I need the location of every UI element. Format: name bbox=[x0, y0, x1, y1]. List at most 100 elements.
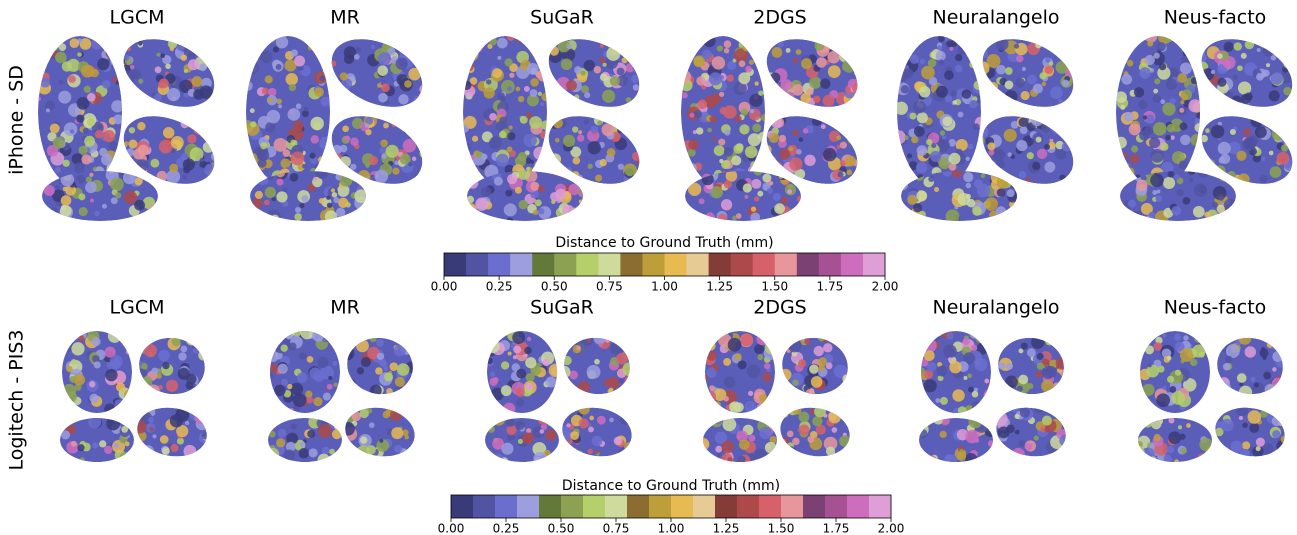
method-title: Neuralangelo bbox=[932, 7, 1059, 29]
mesh-patch bbox=[1162, 102, 1175, 115]
mesh-patch bbox=[138, 145, 149, 156]
mesh-patch bbox=[501, 361, 509, 369]
mesh-patch bbox=[754, 196, 759, 201]
mesh-patch bbox=[1270, 166, 1282, 178]
mesh-patch bbox=[1031, 114, 1043, 126]
mesh-patch bbox=[489, 37, 497, 45]
mesh-patch bbox=[1157, 42, 1166, 51]
mesh-patch bbox=[1180, 100, 1184, 104]
mesh-patch bbox=[1243, 128, 1251, 136]
mesh-patch bbox=[1272, 39, 1285, 52]
mesh-patch bbox=[1123, 172, 1133, 182]
mesh-patch bbox=[283, 415, 289, 421]
mesh-patch bbox=[1016, 55, 1023, 62]
mesh-patch bbox=[313, 177, 317, 181]
mesh-patch bbox=[1269, 151, 1274, 156]
mesh-patch bbox=[332, 192, 338, 198]
mesh-patch bbox=[320, 97, 330, 107]
mesh-patch bbox=[331, 188, 335, 192]
mesh-patch bbox=[723, 358, 731, 366]
colorbar-tick-label: 1.00 bbox=[651, 280, 678, 294]
mesh bbox=[892, 31, 986, 192]
mesh-patch bbox=[381, 84, 390, 93]
mesh-patch bbox=[422, 78, 427, 83]
mesh-patch bbox=[622, 383, 627, 388]
mesh-patch bbox=[55, 42, 59, 46]
mesh-patch bbox=[404, 414, 410, 420]
mesh-patch bbox=[458, 40, 469, 51]
mesh-patch bbox=[578, 130, 582, 134]
mesh-patch bbox=[308, 45, 313, 50]
mesh-patch bbox=[762, 145, 772, 155]
mesh-patch bbox=[976, 407, 986, 417]
mesh-patch bbox=[290, 140, 295, 145]
colorbar-tick-label: 2.00 bbox=[872, 280, 899, 294]
mesh bbox=[113, 26, 225, 121]
mesh-patch bbox=[1042, 415, 1052, 425]
mesh-patch bbox=[1242, 441, 1250, 449]
mesh-patch bbox=[62, 61, 72, 71]
mesh-patch bbox=[961, 36, 970, 45]
mesh-patch bbox=[1073, 122, 1077, 126]
mesh-patch bbox=[758, 37, 766, 45]
mesh bbox=[1138, 328, 1215, 414]
mesh-patch bbox=[328, 90, 339, 101]
mesh-patch bbox=[1005, 67, 1013, 75]
mesh-patch bbox=[997, 188, 1005, 196]
mesh-patch bbox=[577, 215, 587, 225]
mesh-patch bbox=[919, 211, 926, 218]
mesh-patch bbox=[496, 154, 509, 167]
mesh-patch bbox=[386, 145, 399, 158]
mesh-patch bbox=[47, 46, 52, 51]
mesh-patch bbox=[577, 175, 583, 181]
mesh-patch bbox=[619, 122, 629, 132]
mesh-patch bbox=[967, 374, 972, 379]
mesh-patch bbox=[934, 187, 939, 192]
mesh-patch bbox=[278, 429, 287, 438]
mesh-patch bbox=[61, 430, 70, 439]
mesh-patch bbox=[1139, 130, 1149, 140]
mesh-patch bbox=[945, 95, 952, 102]
mesh-patch bbox=[1154, 434, 1161, 441]
mesh-patch bbox=[505, 190, 512, 197]
mesh-patch bbox=[1214, 170, 1218, 174]
mesh-patch bbox=[358, 170, 371, 183]
mesh-patch bbox=[284, 458, 289, 463]
mesh-patch bbox=[966, 157, 970, 161]
colorbar-segment bbox=[466, 253, 489, 276]
mesh-patch bbox=[709, 72, 722, 85]
mesh-patch bbox=[140, 449, 154, 463]
mesh-patch bbox=[724, 40, 732, 48]
mesh-patch bbox=[1225, 213, 1236, 224]
mesh-patch bbox=[278, 364, 288, 374]
mesh-patch bbox=[566, 80, 577, 91]
mesh-patch bbox=[1204, 396, 1209, 401]
mesh-patch bbox=[789, 147, 794, 152]
mesh-patch bbox=[125, 458, 133, 466]
mesh-patch bbox=[264, 31, 276, 43]
mesh-patch bbox=[160, 53, 165, 58]
mesh-patch bbox=[294, 56, 305, 67]
mesh-patch bbox=[926, 139, 932, 145]
mesh-patch bbox=[774, 203, 785, 214]
mesh-patch bbox=[1135, 217, 1142, 224]
mesh-patch bbox=[561, 449, 570, 458]
mesh-patch bbox=[476, 151, 482, 157]
mesh-patch bbox=[703, 408, 708, 413]
mesh-patch bbox=[769, 133, 779, 143]
method-title: MR bbox=[330, 7, 360, 29]
mesh-patch bbox=[1027, 383, 1033, 389]
mesh-patch bbox=[962, 338, 969, 345]
colorbar-tick-label: 1.25 bbox=[706, 280, 733, 294]
mesh-patch bbox=[1212, 383, 1224, 395]
mesh-patch bbox=[540, 429, 545, 434]
mesh-patch bbox=[847, 136, 855, 144]
mesh-patch bbox=[1139, 67, 1151, 79]
mesh-patch bbox=[1245, 346, 1256, 357]
mesh-patch bbox=[148, 417, 154, 423]
mesh-patch bbox=[398, 94, 408, 104]
mesh-patch bbox=[114, 443, 119, 448]
mesh-patch bbox=[1205, 128, 1210, 133]
colorbar-segment bbox=[598, 253, 621, 276]
mesh-patch bbox=[707, 351, 717, 361]
